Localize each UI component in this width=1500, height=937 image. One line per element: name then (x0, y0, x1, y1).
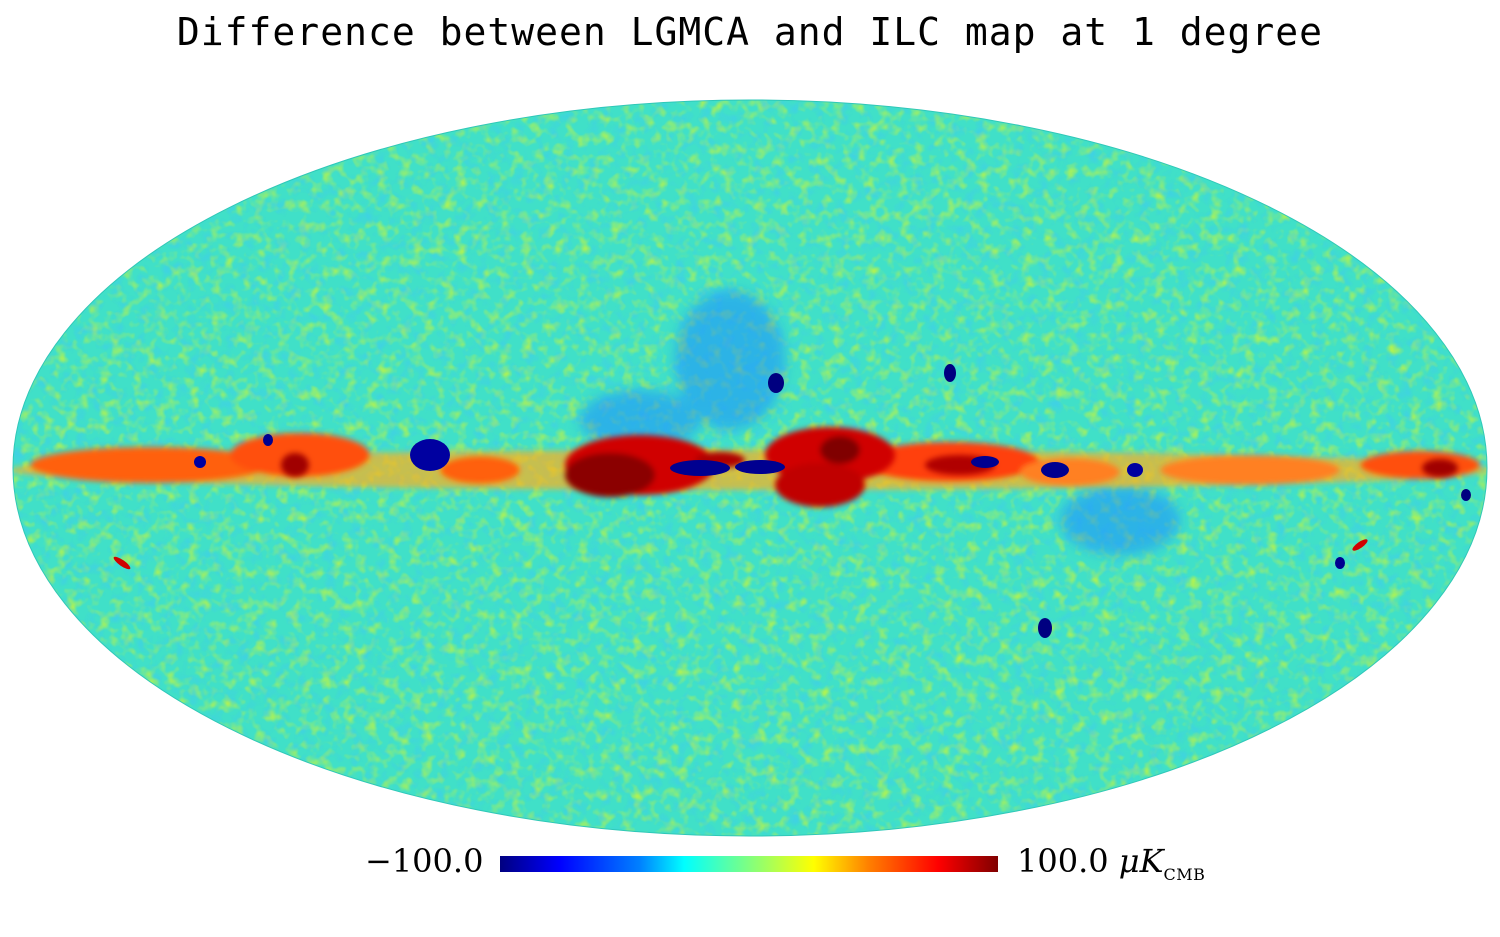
blue-diffuse-regions (580, 290, 1180, 555)
galactic-red-cores (281, 427, 1458, 507)
map-outline (12, 99, 1488, 837)
dark-blue-spots (194, 364, 1471, 638)
colorbar-unit: μK (1118, 842, 1164, 880)
colorbar-min-label: −100.0 (365, 842, 484, 880)
red-streaks (113, 539, 1368, 570)
colorbar-max-value: 100.0 (1017, 842, 1109, 880)
galactic-band (13, 433, 1487, 490)
map-title: Difference between LGMCA and ILC map at … (176, 10, 1324, 54)
colorbar (500, 856, 998, 872)
sky-map (13, 100, 1487, 836)
colorbar-max-label: 100.0 μKCMB (1017, 842, 1205, 884)
colorbar-unit-subscript: CMB (1163, 865, 1206, 884)
